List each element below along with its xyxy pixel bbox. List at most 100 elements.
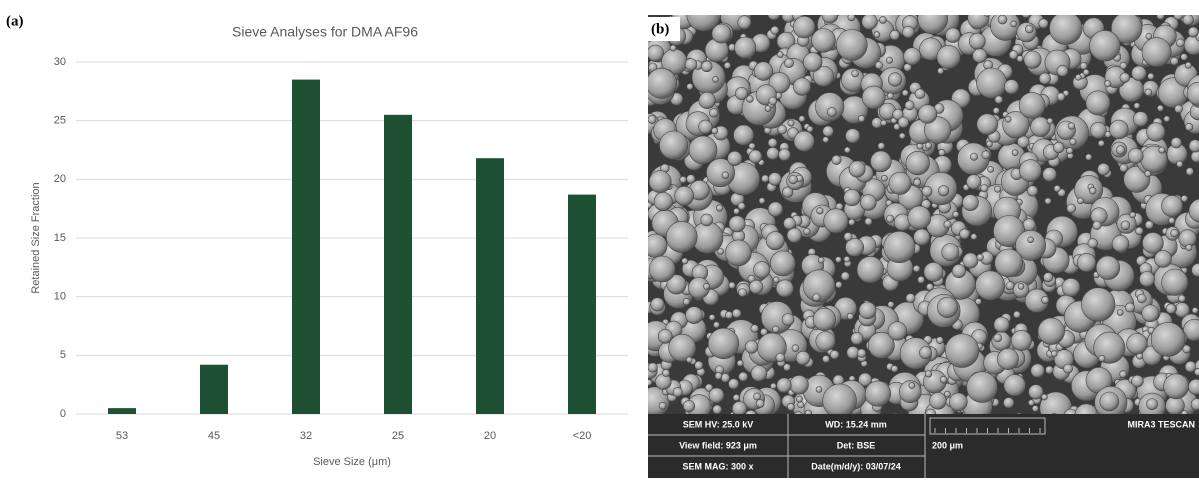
particle (708, 108, 719, 118)
particle (744, 340, 759, 354)
particle (782, 186, 794, 198)
particle (723, 61, 732, 70)
particle (1053, 141, 1065, 154)
sem-mag: SEM MAG: 300 x (682, 461, 753, 471)
particle (679, 176, 687, 184)
particle (767, 15, 781, 21)
particle (835, 256, 842, 263)
particle (938, 149, 946, 157)
particle (1137, 293, 1147, 304)
particle (883, 231, 916, 264)
particle (1180, 195, 1188, 203)
particle (822, 383, 857, 414)
particle (941, 243, 960, 262)
particle (858, 372, 872, 387)
particle (939, 376, 948, 384)
particle (1170, 137, 1182, 149)
particle (733, 124, 755, 146)
particle (835, 29, 868, 61)
particle (1041, 295, 1050, 304)
particle (817, 256, 825, 264)
particle (864, 217, 873, 226)
particle (975, 270, 1006, 301)
particle (994, 185, 1002, 193)
particle (1146, 122, 1166, 142)
particle (935, 336, 944, 345)
particle (1165, 303, 1177, 314)
particle (732, 401, 747, 414)
particle (907, 205, 932, 230)
particle (885, 214, 895, 223)
particle (847, 15, 856, 22)
particle (826, 107, 837, 117)
particle (764, 105, 772, 112)
particle (1003, 79, 1019, 95)
particle (1025, 24, 1034, 34)
particle (803, 227, 811, 235)
particle (861, 85, 886, 110)
particle (1023, 50, 1042, 69)
particle (698, 91, 716, 109)
particle (1015, 229, 1047, 261)
particle (921, 185, 933, 197)
particle (728, 215, 746, 233)
particle (724, 311, 733, 320)
particle (684, 58, 698, 71)
sem-view-field: View field: 923 μm (679, 440, 757, 450)
particle (797, 401, 805, 409)
particle (672, 387, 683, 398)
particle (1119, 61, 1128, 70)
particle (1188, 198, 1199, 223)
particle (1012, 281, 1030, 298)
particle (917, 104, 938, 124)
particle (1182, 15, 1194, 26)
particle (1099, 391, 1120, 412)
particle (1064, 408, 1078, 414)
x-tick-label: 20 (484, 430, 496, 442)
particle (682, 400, 695, 413)
particle (1097, 163, 1110, 176)
sem-brand: MIRA3 TESCAN (1127, 419, 1195, 429)
particle (648, 233, 668, 258)
particle (840, 271, 850, 281)
scale-bar (934, 428, 1041, 433)
particle (668, 333, 697, 362)
x-tick-label: <20 (573, 430, 592, 442)
particle (924, 141, 933, 150)
particle (706, 158, 735, 188)
particle (766, 147, 780, 161)
particle (937, 67, 944, 75)
particle (753, 392, 761, 401)
particle (1056, 92, 1066, 102)
particle (688, 135, 718, 165)
particle (845, 128, 861, 144)
particle (657, 328, 673, 344)
particle (1142, 232, 1164, 254)
particle (980, 184, 989, 193)
particle (701, 60, 713, 73)
particle (975, 298, 982, 305)
particle (669, 44, 677, 52)
particle (686, 15, 721, 32)
particle (850, 332, 864, 345)
particle (966, 371, 998, 403)
particle (822, 355, 830, 363)
particle (1111, 234, 1130, 253)
sem-image: SEM HV: 25.0 kV WD: 15.24 mm MIRA3 TESCA… (648, 15, 1199, 478)
particle (1144, 88, 1153, 97)
particle (1156, 15, 1165, 20)
particle (775, 352, 786, 363)
particle (734, 36, 757, 59)
particle (648, 255, 676, 283)
particle (1063, 363, 1073, 374)
particle (1191, 263, 1199, 278)
particle (1075, 74, 1082, 81)
particle (923, 262, 944, 282)
particle (843, 255, 851, 263)
particle (1021, 15, 1031, 19)
particle (1144, 170, 1152, 178)
particle (776, 377, 792, 393)
particle (1168, 217, 1176, 224)
particle (823, 208, 849, 234)
particle (694, 360, 704, 370)
